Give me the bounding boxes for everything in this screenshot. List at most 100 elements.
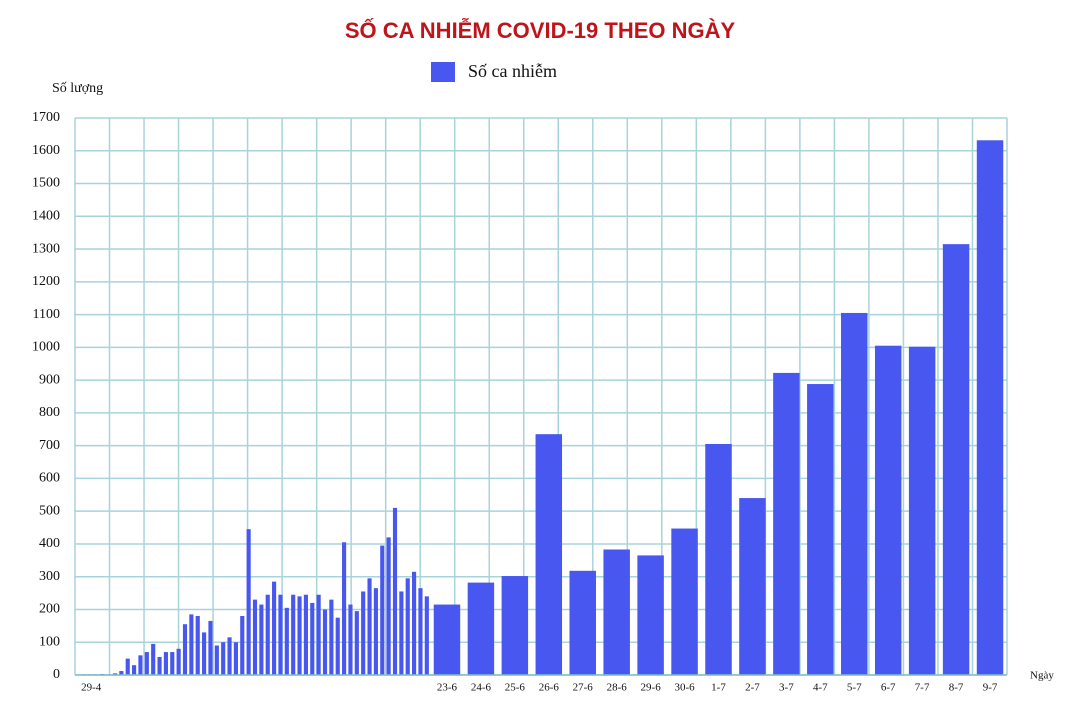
bar	[392, 507, 398, 675]
bar	[182, 624, 188, 675]
x-tick-label: 27-6	[573, 682, 594, 694]
bar	[202, 632, 207, 675]
bar	[284, 607, 289, 675]
y-tick-label: 1100	[33, 307, 60, 322]
bar	[329, 599, 334, 675]
y-axis-label: Số lượng	[52, 81, 103, 96]
bar	[176, 648, 181, 675]
bar	[170, 652, 175, 675]
bar	[942, 244, 970, 676]
bar	[138, 655, 143, 675]
bar	[705, 444, 732, 675]
chart-title: SỐ CA NHIỄM COVID-19 THEO NGÀY	[345, 17, 736, 43]
x-tick-label: 5-7	[847, 682, 862, 694]
bar	[252, 599, 258, 675]
y-tick-label: 700	[39, 438, 60, 453]
y-tick-label: 1700	[32, 110, 60, 125]
bar	[433, 604, 461, 675]
x-tick-label: 6-7	[881, 682, 896, 694]
bar	[501, 576, 529, 675]
legend-label: Số ca nhiễm	[468, 61, 557, 81]
y-tick-label: 800	[39, 405, 60, 420]
bar	[272, 581, 277, 675]
x-tick-label: 4-7	[813, 682, 828, 694]
bar	[739, 498, 766, 675]
bar	[348, 604, 353, 675]
x-tick-label: 2-7	[745, 682, 760, 694]
y-tick-label: 1500	[32, 176, 60, 191]
y-tick-label: 1300	[32, 241, 60, 256]
x-tick-label: 30-6	[674, 682, 695, 694]
bar	[874, 345, 902, 675]
bar	[195, 616, 200, 675]
x-tick-label: 23-6	[437, 682, 458, 694]
bar	[208, 620, 213, 675]
bar	[316, 594, 321, 675]
bar	[259, 604, 264, 675]
bar	[367, 578, 372, 675]
bar	[569, 570, 596, 675]
x-tick-label: 8-7	[949, 682, 964, 694]
y-tick-label: 100	[39, 634, 60, 649]
bar	[535, 434, 563, 675]
bar	[227, 637, 232, 675]
bar	[265, 594, 270, 675]
bar	[405, 578, 410, 675]
bar	[322, 609, 328, 675]
x-tick-label: 25-6	[505, 682, 526, 694]
x-tick-label: 9-7	[983, 682, 998, 694]
bar	[233, 642, 238, 675]
bar	[303, 594, 308, 675]
y-tick-label: 900	[39, 372, 60, 387]
x-tick-label: 29-4	[81, 682, 102, 694]
bar	[151, 643, 156, 675]
bar	[386, 537, 391, 675]
bar	[246, 529, 251, 675]
bar	[841, 312, 868, 675]
x-tick-label: 24-6	[471, 682, 492, 694]
bar	[373, 588, 378, 675]
bar	[908, 346, 936, 675]
bar	[125, 658, 130, 675]
bar	[291, 594, 296, 675]
y-tick-label: 400	[39, 536, 60, 551]
y-tick-label: 1600	[32, 143, 60, 158]
bar	[418, 588, 423, 675]
bar	[221, 642, 226, 675]
bar	[132, 665, 137, 675]
bar	[144, 652, 149, 675]
bar	[342, 542, 347, 675]
x-tick-label: 26-6	[539, 682, 560, 694]
bar	[335, 617, 340, 675]
y-tick-label: 0	[53, 667, 60, 682]
bar	[412, 571, 417, 675]
bar	[380, 545, 385, 675]
bar	[157, 656, 162, 675]
bar	[773, 372, 800, 675]
x-axis-label: Ngày	[1030, 670, 1054, 682]
legend-swatch	[431, 62, 455, 82]
bar	[278, 594, 283, 675]
bar	[976, 140, 1004, 675]
bar	[637, 555, 664, 675]
y-tick-label: 200	[39, 602, 60, 617]
x-tick-label: 7-7	[915, 682, 930, 694]
x-tick-label: 28-6	[607, 682, 628, 694]
bar	[354, 611, 359, 675]
bar	[399, 591, 404, 675]
bar	[361, 591, 366, 675]
y-tick-label: 600	[39, 471, 60, 486]
bar	[310, 602, 315, 675]
y-tick-label: 1200	[32, 274, 60, 289]
bar	[807, 384, 834, 675]
y-tick-label: 1400	[32, 209, 60, 224]
bar	[603, 549, 630, 675]
bar	[240, 616, 245, 675]
x-tick-label: 29-6	[641, 682, 662, 694]
bar	[671, 528, 698, 675]
bar	[214, 645, 219, 675]
x-tick-label: 3-7	[779, 682, 794, 694]
bar	[119, 671, 124, 675]
bar	[424, 596, 429, 675]
